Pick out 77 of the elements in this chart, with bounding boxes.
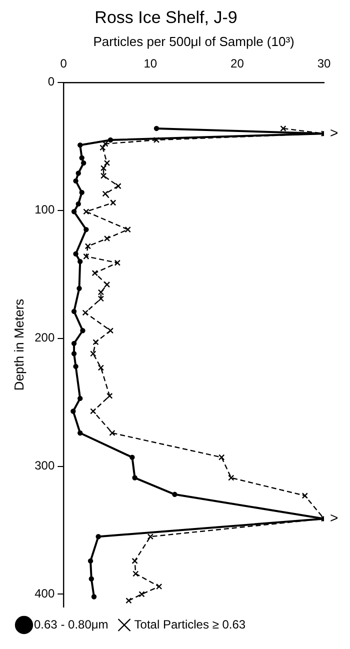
point [80, 328, 86, 334]
point [78, 258, 83, 264]
point [115, 182, 122, 190]
point [106, 392, 113, 399]
point [88, 576, 94, 582]
point [78, 430, 83, 436]
point [88, 558, 94, 564]
point [153, 136, 160, 144]
point [82, 310, 88, 316]
point [76, 201, 81, 207]
point [154, 126, 160, 132]
point [100, 144, 106, 151]
x-tick-label: 30 [317, 56, 331, 71]
x-tick-label: 10 [144, 56, 158, 71]
x-tick-label: 0 [60, 56, 68, 71]
point [76, 170, 81, 176]
point [126, 598, 132, 604]
x-axis-title: Particles per 500μl of Sample (10³) [93, 34, 294, 49]
point [302, 492, 308, 499]
chart-title: Ross Ice Shelf, J-9 [94, 8, 238, 27]
point [172, 492, 178, 498]
legend-label: 0.63 - 0.80μm [34, 617, 108, 632]
annotation: > [330, 510, 338, 526]
point [108, 137, 114, 143]
y-tick-label: 100 [34, 202, 55, 217]
legend-label: Total Particles ≥ 0.63 [134, 617, 246, 632]
point [90, 408, 96, 414]
point [104, 281, 110, 288]
point [73, 251, 78, 256]
point [90, 350, 96, 357]
point [104, 160, 110, 166]
point [91, 594, 97, 600]
point [138, 591, 145, 598]
point [73, 178, 78, 184]
point [132, 558, 138, 564]
point [124, 226, 131, 233]
point [107, 328, 114, 334]
point [98, 364, 104, 371]
point [218, 454, 225, 460]
point [130, 454, 135, 460]
point [92, 339, 99, 346]
point [84, 243, 91, 250]
point [71, 308, 77, 314]
point [110, 200, 116, 206]
point [71, 351, 77, 356]
point [80, 160, 86, 166]
point [132, 475, 138, 480]
point [92, 270, 98, 276]
y-tick-label: 400 [34, 586, 55, 601]
point [156, 583, 162, 590]
y-tick-label: 0 [48, 74, 55, 89]
point [104, 235, 110, 242]
point [228, 474, 234, 481]
point [114, 260, 121, 266]
point [96, 534, 101, 540]
point [71, 340, 77, 346]
y-tick-label: 300 [34, 458, 55, 473]
point [102, 190, 108, 197]
point [147, 534, 154, 540]
point [76, 286, 82, 291]
point [73, 364, 78, 370]
point [109, 430, 116, 436]
point [132, 570, 139, 577]
x-tick-label: 20 [230, 56, 244, 71]
point [78, 396, 83, 402]
annotation: > [330, 124, 338, 140]
point [79, 155, 84, 160]
point [79, 190, 84, 196]
point [83, 253, 90, 260]
point [71, 209, 77, 214]
point [78, 142, 83, 148]
y-axis-title: Depth in Meters [11, 298, 26, 391]
point [70, 408, 76, 414]
point [84, 226, 89, 232]
point [280, 125, 286, 132]
y-tick-label: 200 [34, 330, 55, 345]
point [83, 208, 90, 215]
